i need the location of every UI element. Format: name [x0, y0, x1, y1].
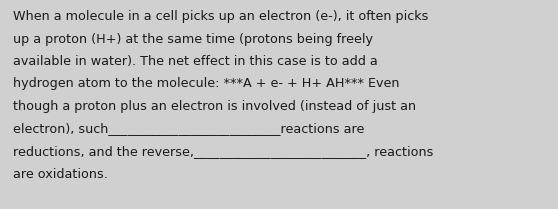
Text: though a proton plus an electron is involved (instead of just an: though a proton plus an electron is invo…: [13, 100, 416, 113]
Text: electron), such___________________________reactions are: electron), such_________________________…: [13, 122, 364, 135]
Text: available in water). The net effect in this case is to add a: available in water). The net effect in t…: [13, 55, 378, 68]
Text: hydrogen atom to the molecule: ***A + e- + H+ AH*** Even: hydrogen atom to the molecule: ***A + e-…: [13, 78, 400, 90]
Text: When a molecule in a cell picks up an electron (e-), it often picks: When a molecule in a cell picks up an el…: [13, 10, 429, 23]
Text: are oxidations.: are oxidations.: [13, 167, 108, 181]
Text: up a proton (H+) at the same time (protons being freely: up a proton (H+) at the same time (proto…: [13, 33, 373, 46]
Text: reductions, and the reverse,___________________________, reactions: reductions, and the reverse,____________…: [13, 145, 434, 158]
